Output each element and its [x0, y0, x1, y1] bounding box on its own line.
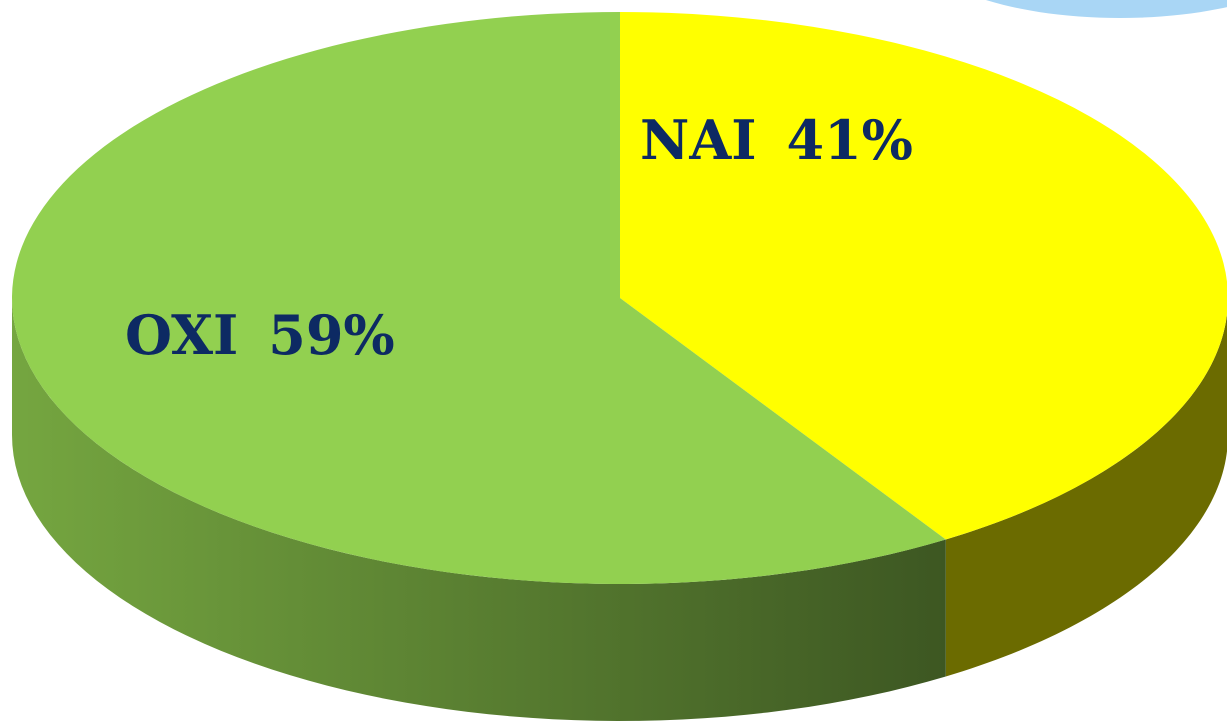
slice [620, 12, 1227, 540]
value-label: 41% [787, 108, 913, 172]
category-label: OXI [125, 303, 238, 367]
data-label: OXI 59% [125, 303, 395, 367]
data-label: NAI 41% [640, 108, 913, 172]
slice [11, 12, 946, 585]
background-shape [985, 0, 1227, 18]
slice-side [12, 298, 946, 721]
value-label: 59% [268, 303, 394, 367]
category-label: NAI [640, 108, 757, 172]
slice-side [945, 314, 1227, 677]
